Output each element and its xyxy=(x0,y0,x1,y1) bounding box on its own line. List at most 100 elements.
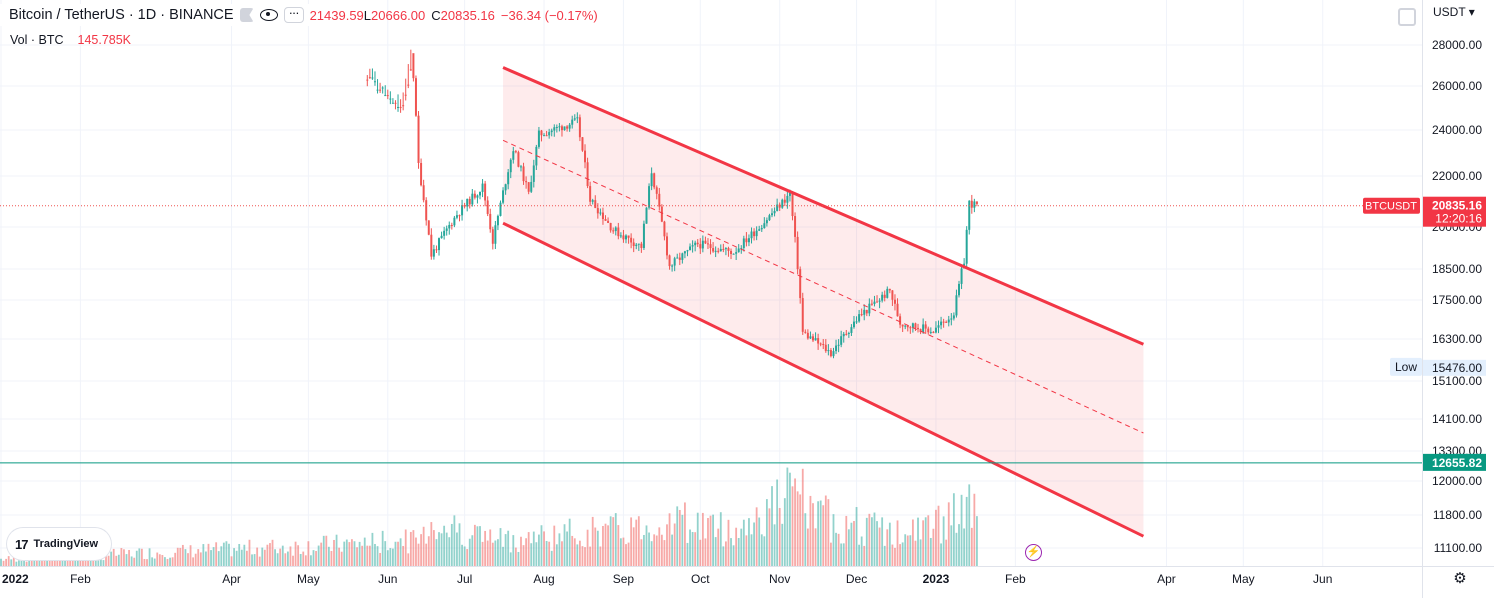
lightning-icon[interactable]: ⚡ xyxy=(1025,544,1042,561)
candle-body xyxy=(399,106,402,108)
volume-bar xyxy=(222,542,225,566)
candle-body xyxy=(397,106,400,108)
volume-bar xyxy=(714,537,717,566)
candle-body xyxy=(911,323,914,328)
candle-body xyxy=(466,198,469,207)
candle-body xyxy=(909,327,912,329)
volume-bar xyxy=(12,556,15,566)
volume-bar xyxy=(924,517,927,566)
volume-bar xyxy=(320,542,323,566)
price-tick-label: 11100.00 xyxy=(1434,541,1483,555)
candle-body xyxy=(427,220,430,235)
volume-bar xyxy=(261,547,264,566)
candle-body xyxy=(479,191,482,196)
candle-body xyxy=(463,205,466,207)
candle-body xyxy=(491,229,494,244)
candle-body xyxy=(755,230,758,237)
eye-icon[interactable] xyxy=(259,9,278,21)
volume-bar xyxy=(607,525,609,566)
volume-bar xyxy=(873,512,876,566)
volume-bar xyxy=(563,524,566,566)
volume-bar xyxy=(691,532,694,566)
candle-body xyxy=(514,151,517,153)
volume-bar xyxy=(432,530,435,566)
candle-body xyxy=(450,224,453,226)
volume-bar xyxy=(896,520,899,566)
ohlc-low-label: L xyxy=(363,7,372,23)
tradingview-icon: 17 xyxy=(15,536,29,552)
volume-bar xyxy=(102,560,105,566)
ohlc-high: 21439.59 xyxy=(309,7,364,23)
candle-body xyxy=(747,238,750,243)
flag-icon[interactable] xyxy=(239,8,254,22)
volume-bar xyxy=(18,560,20,566)
volume-bar xyxy=(25,561,28,566)
candle-body xyxy=(891,290,894,300)
volume-bar xyxy=(345,539,348,566)
candle-body xyxy=(614,227,617,232)
volume-legend[interactable]: Vol · BTC 145.785K xyxy=(10,33,131,47)
candle-body xyxy=(576,117,579,119)
price-scale-bg xyxy=(1422,0,1494,598)
currency-selector[interactable]: USDT ▾ xyxy=(1433,5,1475,19)
volume-bar xyxy=(256,547,259,566)
candle-body xyxy=(819,343,822,345)
volume-bar xyxy=(876,521,878,566)
symbol-title[interactable]: Bitcoin / TetherUS · 1D · BINANCE ··· xyxy=(0,4,310,26)
candle-body xyxy=(904,325,907,327)
volume-bar xyxy=(676,506,679,566)
candle-body xyxy=(855,321,858,323)
volume-bar xyxy=(709,515,712,566)
volume-bar xyxy=(404,529,407,566)
tradingview-logo[interactable]: 17 TradingView xyxy=(7,528,111,560)
low-value: 15476.00 xyxy=(1432,361,1482,375)
layout-icon[interactable] xyxy=(1398,8,1416,26)
volume-bar xyxy=(865,517,868,566)
candle-body xyxy=(924,324,927,329)
volume-bar xyxy=(366,545,369,566)
volume-bar xyxy=(228,543,230,566)
volume-bar xyxy=(666,524,668,566)
volume-bar xyxy=(143,558,146,566)
symbol-name[interactable]: Bitcoin / TetherUS · 1D · BINANCE xyxy=(9,7,234,23)
volume-bar xyxy=(466,549,469,566)
volume-bar xyxy=(415,537,417,566)
candle-body xyxy=(642,223,645,248)
volume-bar xyxy=(125,554,128,566)
hline-badge xyxy=(1423,453,1486,471)
volume-bar xyxy=(399,538,402,566)
candle-body xyxy=(496,215,499,226)
volume-bar xyxy=(248,539,251,566)
volume-bar xyxy=(822,505,825,566)
candle-body xyxy=(612,230,615,232)
volume-bar xyxy=(932,528,935,566)
volume-bar xyxy=(304,555,307,566)
gear-icon[interactable]: ⚙ xyxy=(1453,570,1467,587)
volume-bar xyxy=(791,486,794,566)
candle-body xyxy=(840,336,843,345)
volume-bar xyxy=(243,544,246,566)
volume-bar xyxy=(555,544,558,566)
volume-bar xyxy=(138,548,141,566)
volume-bar xyxy=(135,550,138,566)
volume-bar xyxy=(937,505,940,566)
volume-bar xyxy=(532,531,535,566)
volume-bar xyxy=(894,547,896,566)
volume-bar xyxy=(789,472,791,566)
time-tick-label: Jun xyxy=(1313,572,1332,586)
volume-bar xyxy=(553,525,556,566)
candle-body xyxy=(919,329,922,333)
volume-bar xyxy=(940,543,942,566)
candle-body xyxy=(412,53,415,79)
volume-bar xyxy=(274,549,276,566)
time-tick-label: Jul xyxy=(457,572,472,586)
more-icon[interactable]: ··· xyxy=(283,6,304,23)
channel-upper-line xyxy=(502,66,1145,346)
price-tick-label: 22000.00 xyxy=(1432,169,1482,183)
volume-bar xyxy=(686,542,689,566)
candle-body xyxy=(699,244,702,249)
volume-bar xyxy=(530,543,533,566)
volume-bar xyxy=(671,534,674,566)
volume-bar xyxy=(2,560,5,566)
